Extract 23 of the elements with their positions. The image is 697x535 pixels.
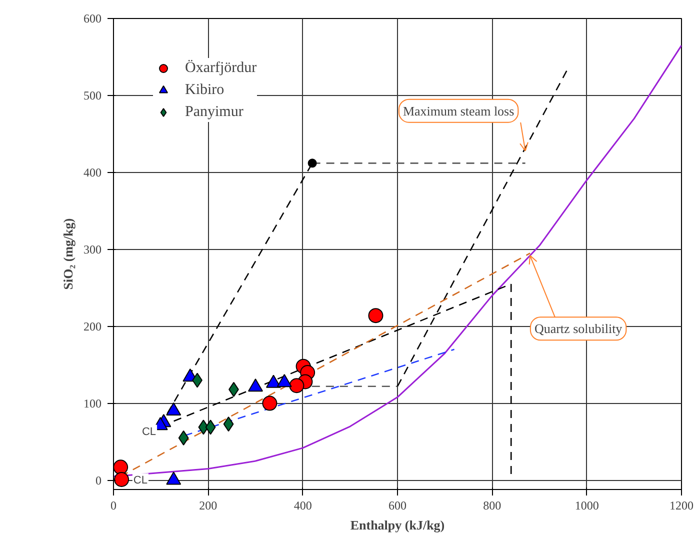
x-tick-label: 800 (483, 498, 502, 512)
x-tick-label: 200 (199, 498, 218, 512)
y-tick-label: 300 (84, 242, 102, 256)
legend-label: Panyimur (185, 104, 244, 120)
annotation: CL (142, 426, 156, 438)
annotation: Maximum steam loss (402, 103, 514, 118)
y-tick-label: 600 (84, 12, 102, 26)
legend-label: Kibiro (185, 82, 224, 98)
x-axis-title: Enthalpy (kJ/kg) (350, 518, 445, 532)
y-tick-label: 500 (84, 88, 102, 102)
x-tick-label: 400 (294, 498, 312, 512)
annotation: CL (133, 474, 148, 486)
x-tick-label: 0 (110, 498, 116, 512)
y-axis-title: SiO₂ (mg/kg) (60, 218, 76, 290)
y-tick-label: 200 (84, 319, 102, 334)
x-tick-label: 1000 (574, 498, 599, 512)
y-tick-label: 100 (84, 396, 102, 410)
y-tick-label: 0 (96, 473, 102, 488)
x-tick-label: 600 (388, 498, 406, 512)
annotation: Quartz solubility (534, 321, 623, 336)
legend-label: Öxarfjördur (185, 60, 257, 76)
y-tick-label: 400 (84, 165, 102, 180)
x-tick-label: 1200 (670, 498, 694, 512)
